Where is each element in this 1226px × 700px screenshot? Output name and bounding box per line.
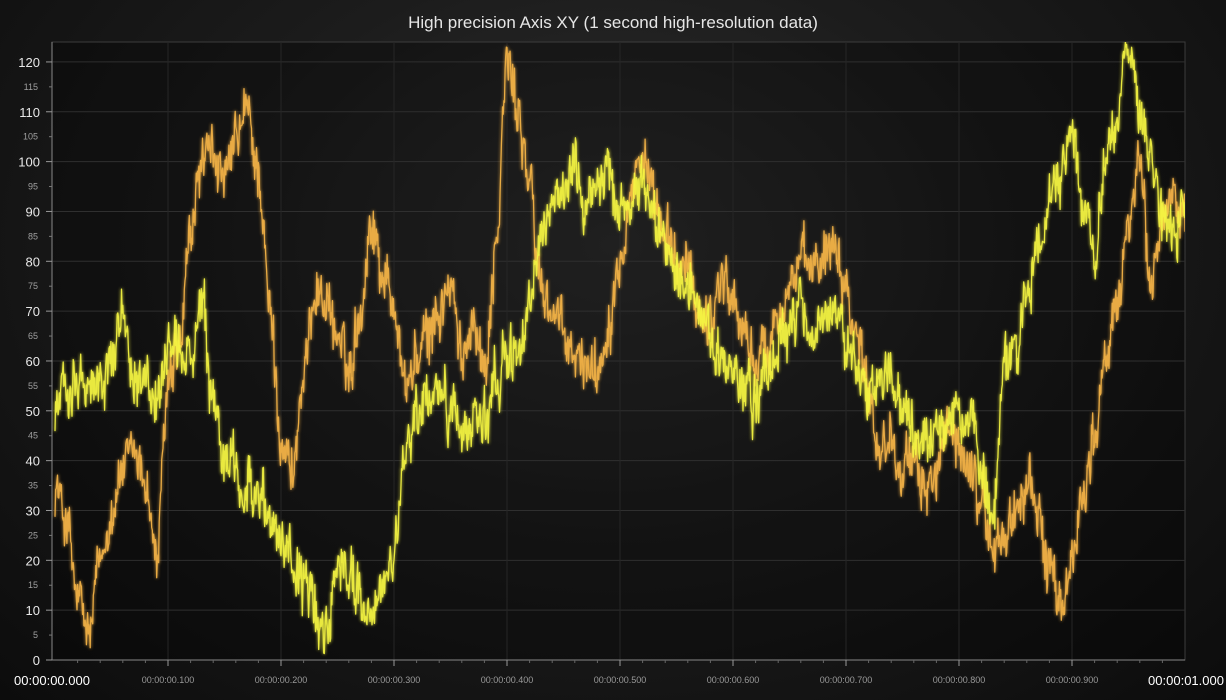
y-tick-label: 40: [26, 454, 40, 469]
x-tick-label: 00:00:00.500: [594, 675, 647, 685]
y-tick-label: 70: [26, 304, 40, 319]
y-tick-label: 80: [26, 254, 40, 269]
y-tick-label: 90: [26, 204, 40, 219]
x-tick-label: 00:00:00.300: [368, 675, 421, 685]
x-tick-label: 00:00:00.700: [820, 675, 873, 685]
y-minor-tick-label: 65: [28, 331, 38, 341]
y-minor-tick-label: 95: [28, 182, 38, 192]
plot-area: [51, 41, 1186, 661]
y-minor-tick-label: 15: [28, 580, 38, 590]
y-minor-tick-label: 35: [28, 481, 38, 491]
x-edge-label-end: 00:00:01.000: [1148, 673, 1224, 688]
series-layer: [54, 42, 1185, 655]
y-minor-tick-label: 55: [28, 381, 38, 391]
x-tick-label: 00:00:00.100: [142, 675, 195, 685]
x-tick-label: 00:00:00.800: [933, 675, 986, 685]
y-tick-label: 0: [33, 653, 40, 668]
x-axis: 00:00:00.100 00:00:00.200 00:00:00.300 00:0…: [14, 659, 1224, 688]
series-line-1: [54, 46, 1185, 649]
y-minor-tick-label: 105: [23, 132, 38, 142]
x-tick-label: 00:00:00.200: [255, 675, 308, 685]
y-tick-label: 30: [26, 503, 40, 518]
y-axis: 0 10 20 30 40 50 60 70 80 90 100 110 120 5 15 25 35 45 55 6…: [18, 42, 53, 668]
y-tick-label: 60: [26, 354, 40, 369]
y-minor-tick-label: 25: [28, 530, 38, 540]
x-tick-label: 00:00:00.400: [481, 675, 534, 685]
y-tick-label: 20: [26, 553, 40, 568]
y-tick-label: 10: [26, 603, 40, 618]
y-minor-tick-label: 85: [28, 231, 38, 241]
y-tick-label: 110: [19, 105, 40, 120]
y-minor-tick-label: 115: [24, 82, 38, 92]
chart-title: High precision Axis XY (1 second high-re…: [408, 13, 818, 32]
series-line-2: [54, 42, 1185, 655]
y-minor-tick-label: 75: [28, 281, 38, 291]
x-tick-label: 00:00:00.900: [1046, 675, 1099, 685]
y-minor-tick-label: 5: [33, 630, 38, 640]
y-tick-label: 50: [26, 404, 40, 419]
y-tick-label: 120: [18, 55, 40, 70]
y-minor-tick-label: 45: [28, 431, 38, 441]
x-tick-label: 00:00:00.600: [707, 675, 760, 685]
x-edge-label-start: 00:00:00.000: [14, 673, 90, 688]
y-tick-label: 100: [18, 155, 40, 170]
